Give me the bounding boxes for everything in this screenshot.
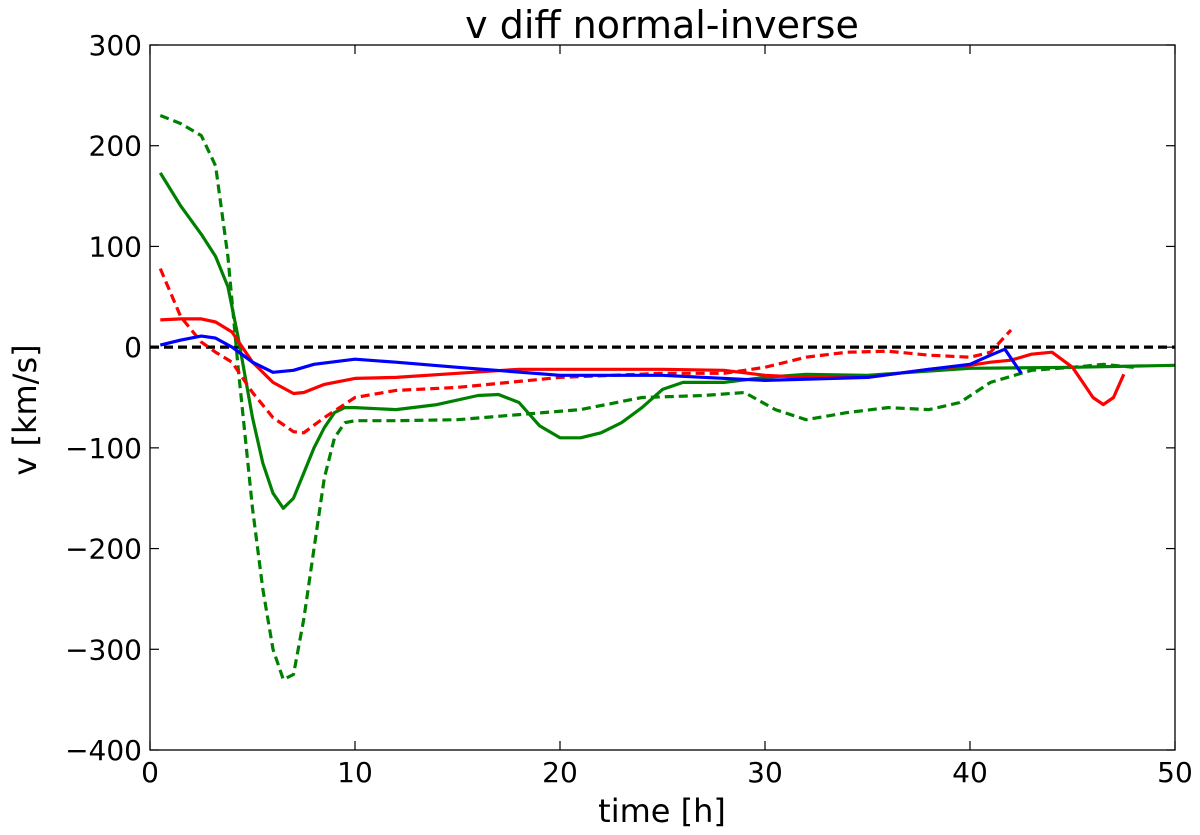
x-axis-label: time [h] bbox=[598, 792, 726, 830]
y-tick-label: −400 bbox=[65, 734, 142, 767]
x-tick-label: 30 bbox=[747, 756, 783, 789]
y-tick-label: 0 bbox=[124, 331, 142, 364]
x-tick-label: 40 bbox=[952, 756, 988, 789]
tick-layer: 0 10 20 30 40 50 −400 −300 −200 −100 0 100 200 300 bbox=[65, 29, 1193, 789]
series-line-green-dashed bbox=[159, 114, 1135, 682]
x-tick-label: 10 bbox=[337, 756, 373, 789]
x-tick-label: 20 bbox=[542, 756, 578, 789]
plot-frame bbox=[149, 44, 1176, 751]
series-line-red-dashed bbox=[158, 267, 1013, 435]
x-tick-label: 0 bbox=[141, 756, 159, 789]
series-line-green-solid bbox=[158, 172, 1176, 510]
y-tick-label: 100 bbox=[89, 230, 142, 263]
x-tick-label: 50 bbox=[1157, 756, 1193, 789]
series-line-blue-solid bbox=[159, 334, 1023, 382]
chart-title: v diff normal-inverse bbox=[465, 3, 859, 47]
y-tick-label: 300 bbox=[89, 29, 142, 62]
y-tick-label: −100 bbox=[65, 432, 142, 465]
y-axis-label: v [km/s] bbox=[6, 344, 44, 475]
y-tick-label: 200 bbox=[89, 130, 142, 163]
series-layer bbox=[150, 114, 1176, 682]
y-tick-label: −300 bbox=[65, 633, 142, 666]
y-tick-label: −200 bbox=[65, 533, 142, 566]
